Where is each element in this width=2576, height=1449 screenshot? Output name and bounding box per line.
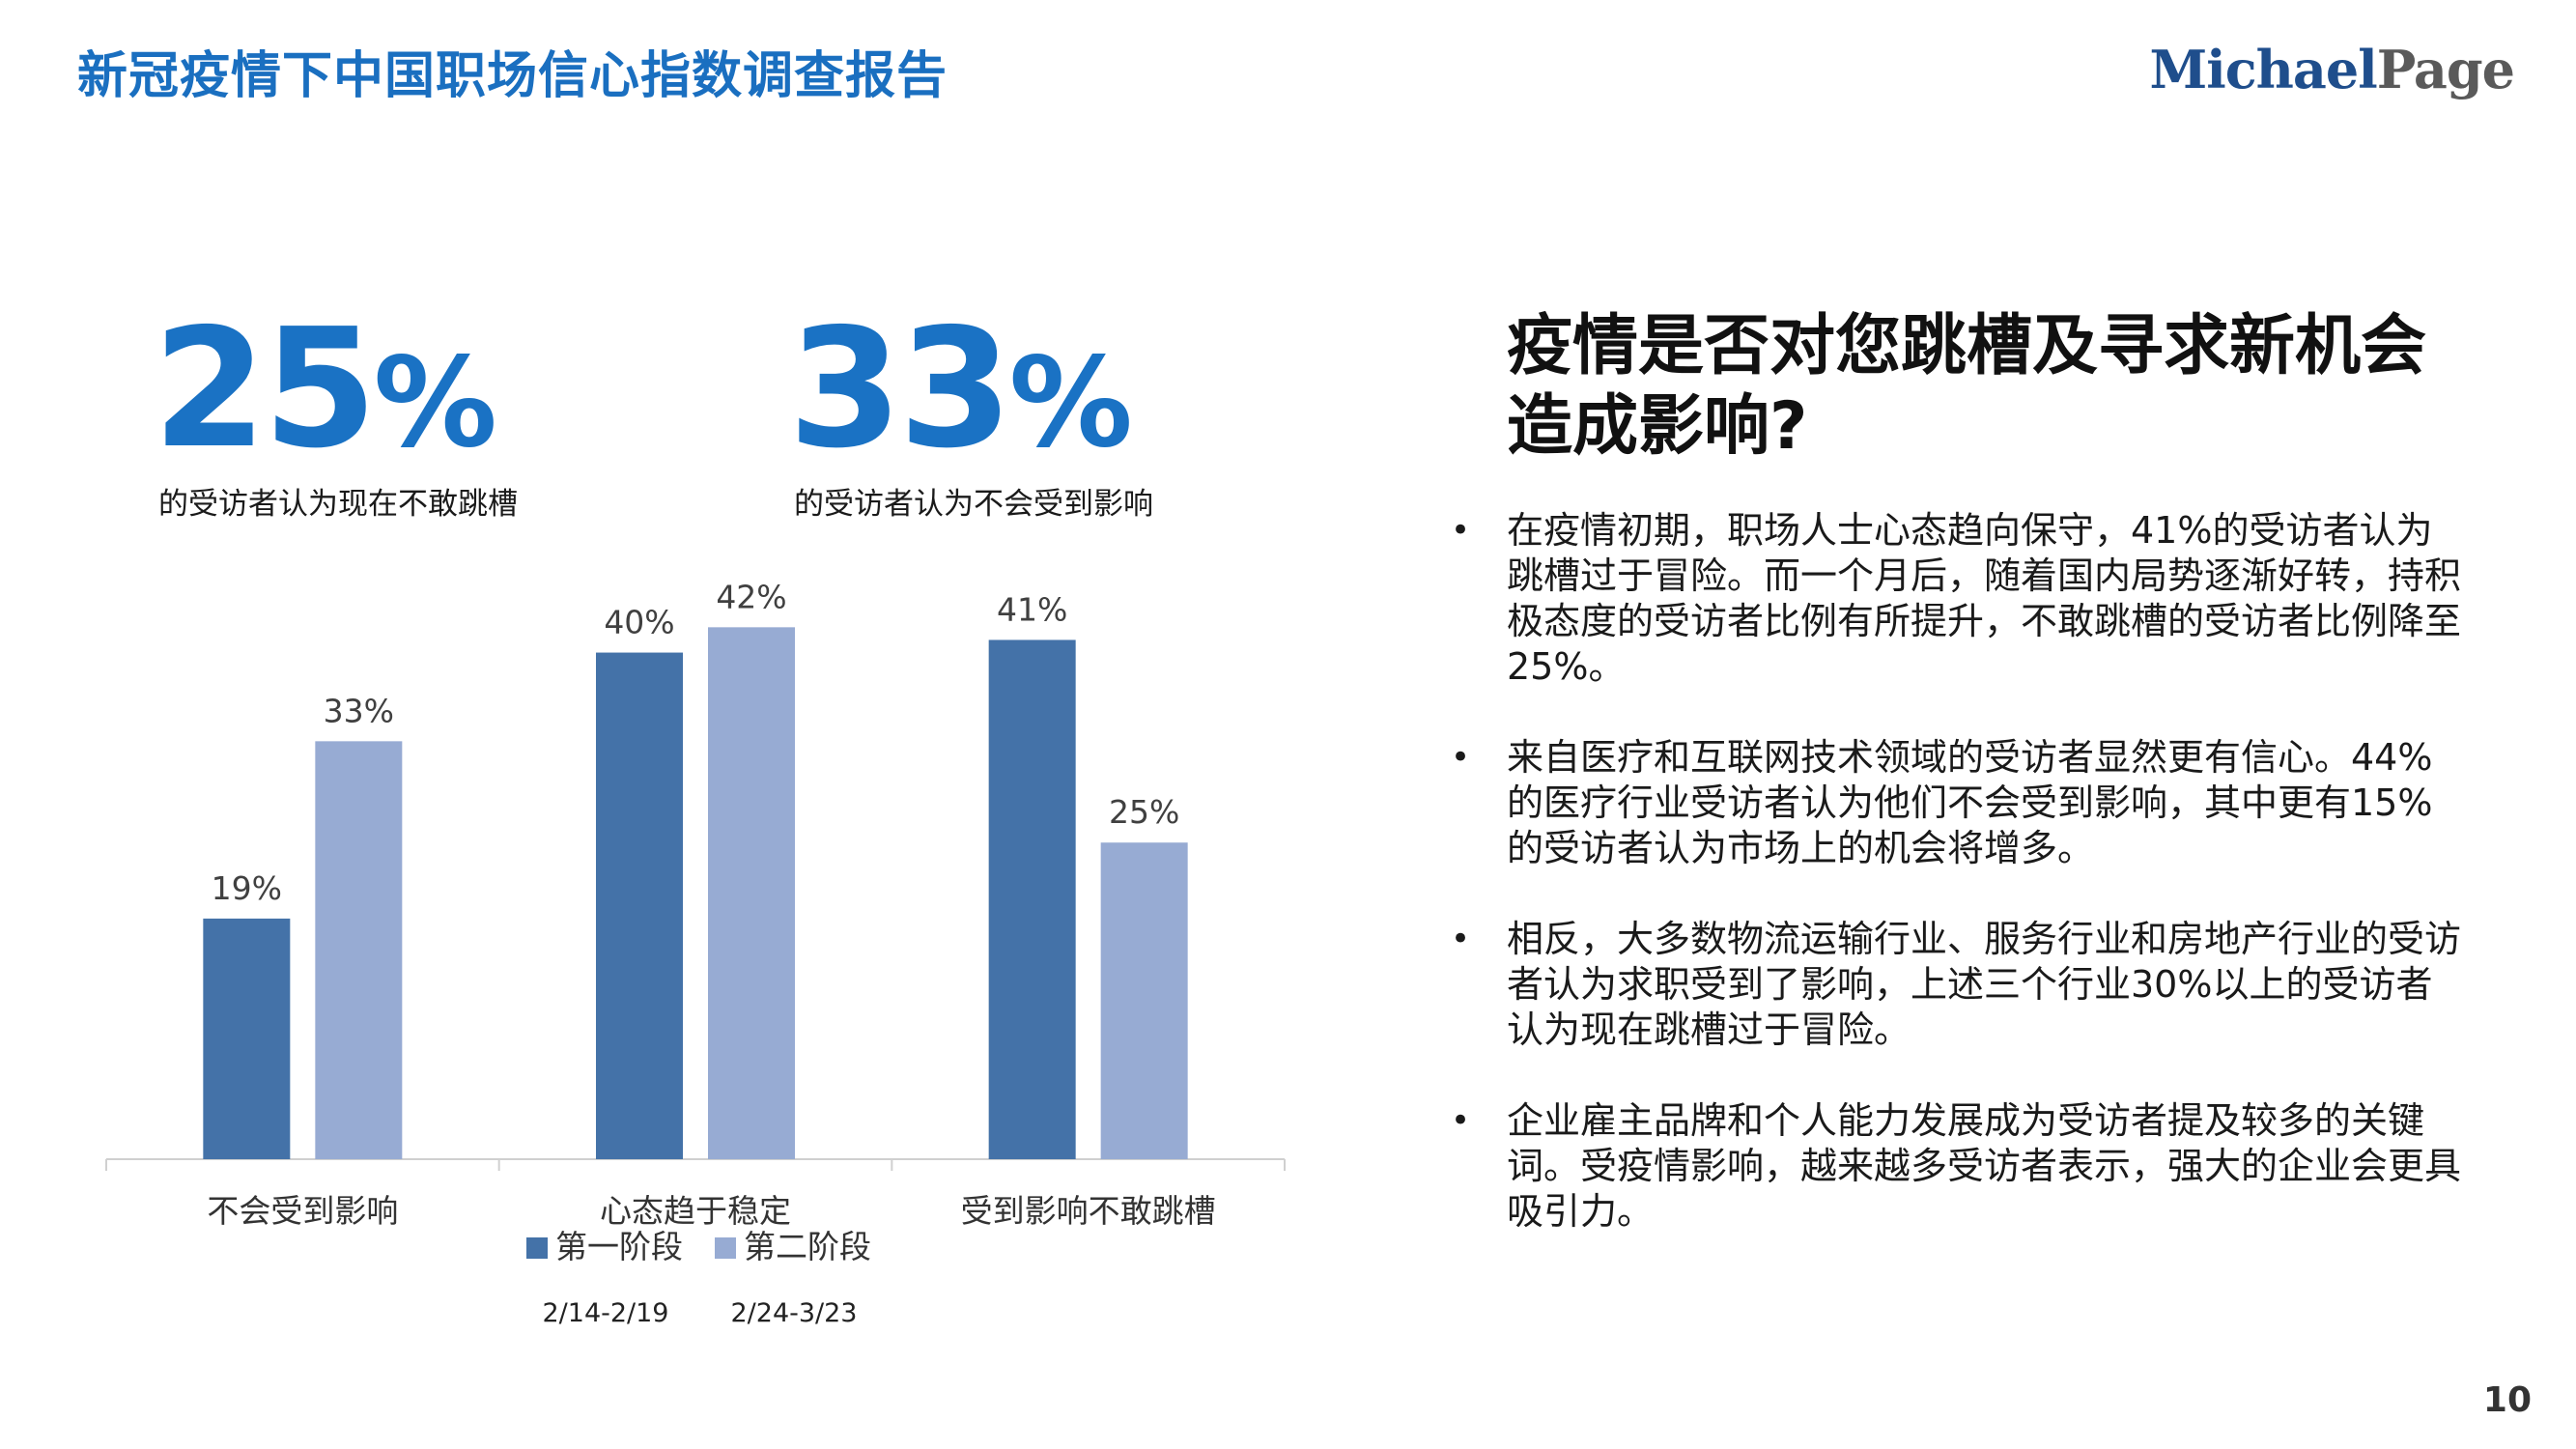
section-question: 疫情是否对您跳槽及寻求新机会造成影响? <box>1507 308 2427 465</box>
data-label: 42% <box>716 578 786 615</box>
category-label: 心态趋于稳定 <box>600 1192 791 1230</box>
category-label: 不会受到影响 <box>207 1192 398 1230</box>
legend-label: 第二阶段 <box>744 1228 871 1265</box>
bar-2-2 <box>708 627 795 1159</box>
legend-label: 第一阶段 <box>555 1228 683 1265</box>
stat-caption: 的受访者认为现在不敢跳槽 <box>158 487 518 522</box>
stat-value: 25 <box>153 294 378 485</box>
logo-text-michael: Michael <box>2149 39 2377 100</box>
bullet-item: • 企业雇主品牌和个人能力发展成为受访者提及较多的关键词。受疫情影响，越来越多受访… <box>1439 1098 2463 1235</box>
bullet-item: • 来自医疗和互联网技术领域的受访者显然更有信心。44%的医疗行业受访者认为他们不… <box>1439 735 2463 871</box>
bar-1-2 <box>596 652 683 1159</box>
bullet-dot: • <box>1451 920 1471 958</box>
bullet-list: • 在疫情初期，职场人士心态趋向保守，41%的受访者认为跳槽过于冒险。而一个月后，… <box>1439 508 2463 1280</box>
stat-number: 33% <box>788 307 1153 471</box>
bullet-text: 来自医疗和互联网技术领域的受访者显然更有信心。44%的医疗行业受访者认为他们不会… <box>1507 736 2433 869</box>
bullet-dot: • <box>1451 511 1471 550</box>
bullet-text: 在疫情初期，职场人士心态趋向保守，41%的受访者认为跳槽过于冒险。而一个月后，随… <box>1507 509 2462 688</box>
stat-block-not-affected: 33% 的受访者认为不会受到影响 <box>788 307 1153 523</box>
stat-number: 25% <box>153 307 518 471</box>
bar-chart: 19% 33% 不会受到影响 40% 42% 心态趋于稳定 41% 25% 受到影响不敢跳槽第一… <box>105 578 1286 1328</box>
stat-unit: % <box>373 331 497 475</box>
stat-unit: % <box>1008 331 1133 475</box>
stat-caption: 的受访者认为不会受到影响 <box>794 487 1153 522</box>
bullet-item: • 在疫情初期，职场人士心态趋向保守，41%的受访者认为跳槽过于冒险。而一个月后，… <box>1439 508 2463 690</box>
data-label: 19% <box>212 869 282 907</box>
bar-2-3 <box>1100 842 1188 1159</box>
stat-value: 33 <box>788 294 1013 485</box>
category-label: 受到影响不敢跳槽 <box>961 1192 1216 1230</box>
legend-period: 2/24-3/23 <box>730 1298 857 1328</box>
bullet-dot: • <box>1451 738 1471 777</box>
data-label: 40% <box>604 604 674 641</box>
bar-1-1 <box>203 918 291 1159</box>
legend-swatch <box>715 1237 736 1259</box>
bullet-dot: • <box>1451 1101 1471 1140</box>
data-label: 25% <box>1109 793 1179 831</box>
bullet-text: 相反，大多数物流运输行业、服务行业和房地产行业的受访者认为求职受到了影响，上述三… <box>1507 918 2462 1051</box>
bullet-item: • 相反，大多数物流运输行业、服务行业和房地产行业的受访者认为求职受到了影响，上述… <box>1439 917 2463 1053</box>
page-title: 新冠疫情下中国职场信心指数调查报告 <box>77 47 948 105</box>
bar-2-1 <box>315 741 403 1159</box>
page-number: 10 <box>2482 1380 2532 1420</box>
stat-block-dare-not-switch: 25% 的受访者认为现在不敢跳槽 <box>153 307 518 523</box>
bar-1-3 <box>988 639 1076 1159</box>
data-label: 33% <box>324 692 394 729</box>
data-label: 41% <box>997 590 1067 628</box>
legend-swatch <box>526 1237 548 1259</box>
michael-page-logo: MichaelPage <box>2149 39 2515 100</box>
bullet-text: 企业雇主品牌和个人能力发展成为受访者提及较多的关键词。受疫情影响，越来越多受访者… <box>1507 1099 2462 1233</box>
legend-period: 2/14-2/19 <box>542 1298 668 1328</box>
logo-text-page: Page <box>2376 39 2515 100</box>
